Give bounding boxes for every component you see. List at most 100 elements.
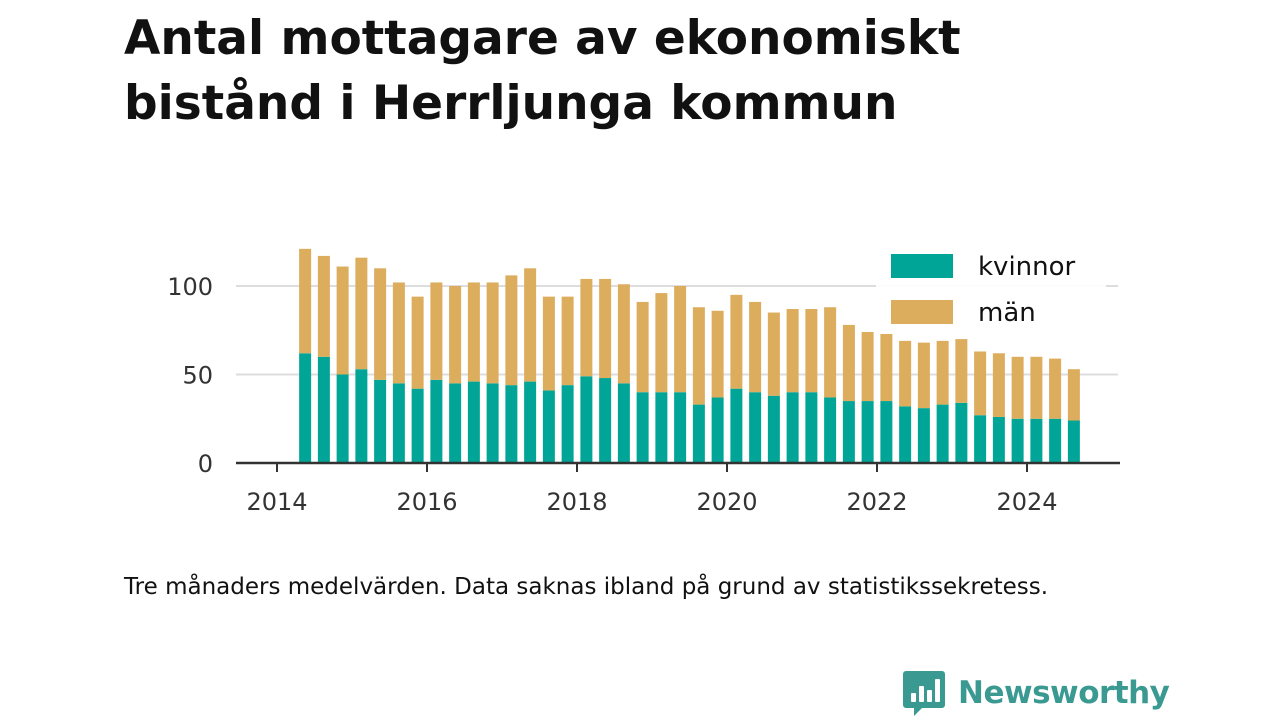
bar-man-2015-Q2 xyxy=(374,268,387,380)
bar-kvinnor-2016-Q4 xyxy=(486,383,499,463)
bar-man-2021-Q3 xyxy=(842,324,855,402)
bar-kvinnor-2023-Q2 xyxy=(974,415,987,463)
bar-kvinnor-2021-Q3 xyxy=(842,401,855,463)
bar-man-2014-Q3 xyxy=(317,255,330,357)
bar-man-2024-Q1 xyxy=(1030,356,1043,419)
bar-kvinnor-2017-Q4 xyxy=(561,385,574,463)
x-tick-label-2016: 2016 xyxy=(396,488,457,516)
bar-kvinnor-2021-Q4 xyxy=(861,401,874,463)
bar-kvinnor-2015-Q1 xyxy=(355,369,368,463)
bar-man-2014-Q4 xyxy=(336,266,349,375)
bar-kvinnor-2019-Q4 xyxy=(711,397,724,463)
bar-man-2019-Q4 xyxy=(711,310,724,398)
bar-kvinnor-2024-Q3 xyxy=(1067,420,1080,463)
x-tick-label-2018: 2018 xyxy=(546,488,607,516)
bar-kvinnor-2019-Q3 xyxy=(692,404,705,463)
bar-man-2018-Q3 xyxy=(617,284,630,384)
bar-man-2022-Q2 xyxy=(899,340,912,407)
bar-kvinnor-2020-Q1 xyxy=(730,388,743,463)
legend-swatch-kvinnor xyxy=(891,254,953,278)
axes: 0 50 100 2014 2016 2018 2020 2022 2024 xyxy=(167,273,1120,516)
bar-man-2021-Q4 xyxy=(861,332,874,402)
bar-chart-speech-bubble-icon xyxy=(903,671,945,716)
chart-area: kvinnor män 0 50 100 2014 2016 2018 2020 2022 20… xyxy=(167,248,1120,516)
bar-kvinnor-2018-Q4 xyxy=(636,392,649,463)
legend-label-kvinnor: kvinnor xyxy=(978,252,1076,282)
bar-man-2017-Q2 xyxy=(524,268,537,382)
bar-kvinnor-2015-Q4 xyxy=(411,388,424,463)
bar-man-2024-Q3 xyxy=(1067,369,1080,421)
bar-kvinnor-2023-Q4 xyxy=(1011,418,1024,463)
bar-man-2018-Q4 xyxy=(636,301,649,393)
bar-man-2021-Q2 xyxy=(824,307,837,398)
bar-man-2017-Q3 xyxy=(542,296,555,391)
bar-kvinnor-2020-Q4 xyxy=(786,392,799,463)
bar-man-2016-Q1 xyxy=(430,282,443,380)
bar-kvinnor-2020-Q2 xyxy=(749,392,762,463)
bar-man-2023-Q3 xyxy=(992,353,1005,417)
bar-man-2019-Q3 xyxy=(692,307,705,405)
y-tick-label-50: 50 xyxy=(182,362,213,390)
bar-kvinnor-2014-Q2 xyxy=(299,353,312,463)
bar-kvinnor-2020-Q3 xyxy=(767,395,780,463)
y-tick-label-100: 100 xyxy=(167,273,213,301)
legend-swatch-man xyxy=(891,300,953,324)
bar-man-2015-Q1 xyxy=(355,257,368,370)
bar-kvinnor-2018-Q2 xyxy=(599,378,612,463)
bar-man-2020-Q3 xyxy=(767,312,780,396)
x-tick-label-2014: 2014 xyxy=(246,488,307,516)
bar-man-2016-Q2 xyxy=(449,286,462,384)
bar-man-2020-Q4 xyxy=(786,309,799,393)
bar-kvinnor-2019-Q2 xyxy=(674,392,687,463)
bar-kvinnor-2022-Q1 xyxy=(880,401,893,463)
x-tick-label-2020: 2020 xyxy=(696,488,757,516)
bar-kvinnor-2014-Q3 xyxy=(317,356,330,463)
bar-kvinnor-2023-Q1 xyxy=(955,402,968,463)
bar-kvinnor-2019-Q1 xyxy=(655,392,668,463)
bar-man-2023-Q2 xyxy=(974,351,987,416)
x-tick-label-2024: 2024 xyxy=(996,488,1057,516)
bar-man-2021-Q1 xyxy=(805,309,818,393)
bar-kvinnor-2021-Q1 xyxy=(805,392,818,463)
bar-man-2017-Q4 xyxy=(561,296,574,386)
bar-kvinnor-2022-Q4 xyxy=(936,404,949,463)
bar-man-2015-Q4 xyxy=(411,296,424,389)
bar-kvinnor-2017-Q3 xyxy=(542,390,555,463)
legend-label-man: män xyxy=(978,298,1036,328)
bar-man-2014-Q2 xyxy=(299,248,312,354)
brand-logo: Newsworthy xyxy=(902,668,1170,718)
bar-man-2017-Q1 xyxy=(505,275,518,386)
x-tick-label-2022: 2022 xyxy=(846,488,907,516)
bar-kvinnor-2021-Q2 xyxy=(824,397,837,463)
bar-man-2022-Q1 xyxy=(880,333,893,402)
bar-man-2020-Q2 xyxy=(749,301,762,393)
bar-kvinnor-2018-Q3 xyxy=(617,383,630,463)
bar-kvinnor-2016-Q1 xyxy=(430,379,443,463)
brand-name: Newsworthy xyxy=(958,675,1170,711)
bar-kvinnor-2018-Q1 xyxy=(580,376,593,463)
bar-kvinnor-2017-Q1 xyxy=(505,385,518,463)
bar-man-2023-Q4 xyxy=(1011,356,1024,419)
bars xyxy=(299,248,1080,463)
bar-man-2015-Q3 xyxy=(392,282,405,384)
bar-kvinnor-2016-Q3 xyxy=(467,381,480,463)
bar-kvinnor-2015-Q2 xyxy=(374,379,387,463)
bar-kvinnor-2014-Q4 xyxy=(336,374,349,463)
chart-title: Antal mottagare av ekonomiskt bistånd i … xyxy=(124,11,961,131)
bar-kvinnor-2017-Q2 xyxy=(524,381,537,463)
bar-man-2022-Q4 xyxy=(936,340,949,405)
bar-kvinnor-2024-Q1 xyxy=(1030,418,1043,463)
bar-kvinnor-2016-Q2 xyxy=(449,383,462,463)
bar-man-2022-Q3 xyxy=(917,342,930,409)
bar-kvinnor-2022-Q3 xyxy=(917,408,930,463)
bar-man-2018-Q1 xyxy=(580,278,593,377)
bar-man-2020-Q1 xyxy=(730,294,743,389)
bar-man-2019-Q2 xyxy=(674,286,687,393)
bar-man-2023-Q1 xyxy=(955,339,968,403)
bar-kvinnor-2024-Q2 xyxy=(1049,418,1062,463)
bar-man-2019-Q1 xyxy=(655,293,668,393)
bar-kvinnor-2022-Q2 xyxy=(899,406,912,463)
chart-caption: Tre månaders medelvärden. Data saknas ib… xyxy=(124,574,1049,600)
y-tick-label-0: 0 xyxy=(198,450,213,478)
bar-man-2016-Q4 xyxy=(486,282,499,384)
